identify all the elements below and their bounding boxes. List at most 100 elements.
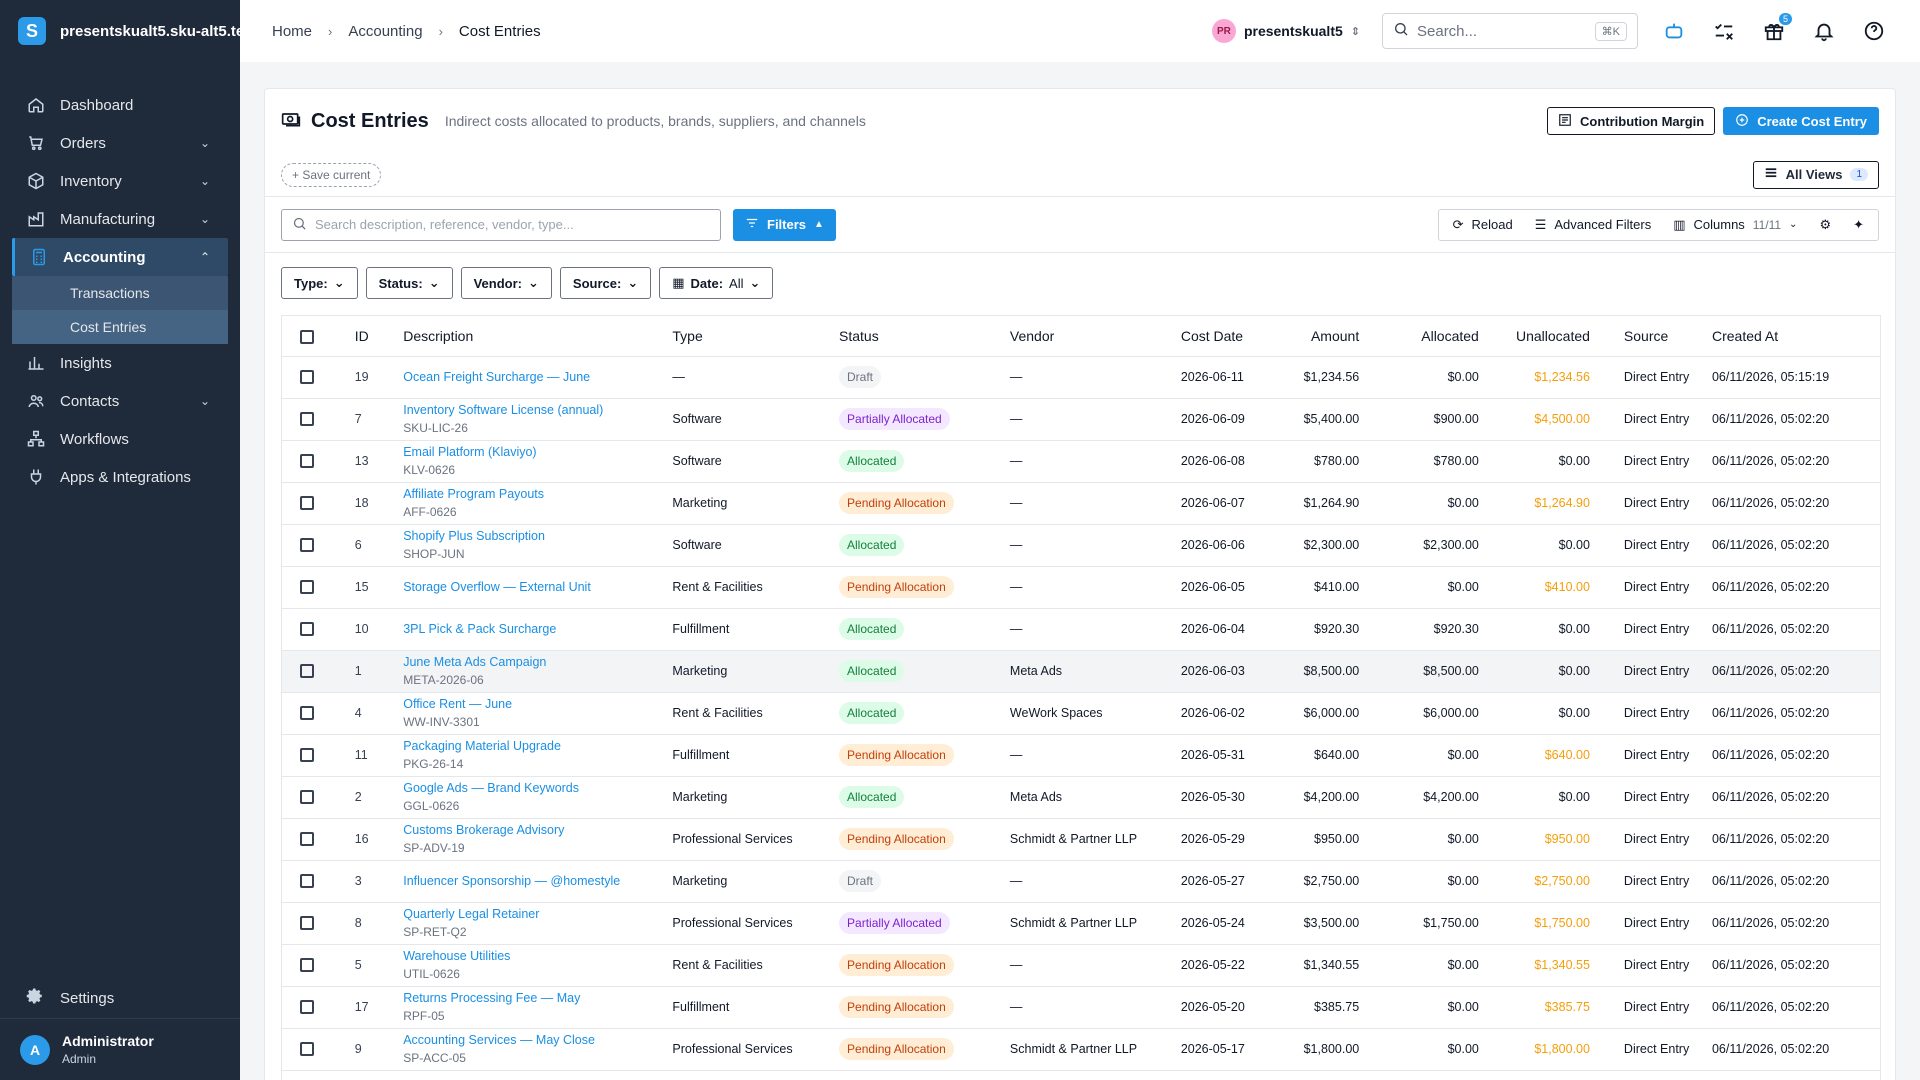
date-filter-chip[interactable]: ▦ Date: All ⌄ [659,267,774,299]
table-row[interactable]: 18 Affiliate Program Payouts AFF-0626 Marke… [282,482,1880,525]
all-views-button[interactable]: All Views 1 [1752,160,1879,189]
col-header-type[interactable]: Type [664,316,832,357]
col-header-created-at[interactable]: Created At [1703,316,1880,357]
eye-icon[interactable]: ◉ [1879,566,1880,609]
row-checkbox[interactable] [300,1042,314,1057]
row-description-link[interactable]: June Meta Ads Campaign [403,655,547,669]
row-description-link[interactable]: Office Rent — June [403,697,513,711]
save-current-button[interactable]: + Save current [281,162,382,187]
col-header-id[interactable]: ID [324,316,396,357]
sidebar-item-insights[interactable]: Insights [0,344,240,382]
type-filter-chip[interactable]: Type: ⌄ [281,267,358,299]
table-row[interactable]: 5 Warehouse Utilities UTIL-0626 Rent & Faci… [282,944,1880,987]
eye-icon[interactable]: ◉ [1879,692,1880,735]
eye-icon[interactable]: ◉ [1879,608,1880,651]
row-description-link[interactable]: Warehouse Utilities [403,949,511,963]
gear-icon[interactable]: ⚙ [1819,216,1832,232]
row-description-link[interactable]: Affiliate Program Payouts [403,487,545,501]
row-checkbox[interactable] [300,832,314,847]
col-header-cost-date[interactable]: Cost Date [1172,316,1287,357]
contribution-margin-button[interactable]: Contribution Margin [1546,107,1716,135]
eye-icon[interactable]: ◉ [1879,986,1880,1029]
gift-icon[interactable]: 5 [1760,13,1792,45]
row-description-link[interactable]: 3PL Pick & Pack Surcharge [403,622,557,636]
table-row[interactable]: 3 Influencer Sponsorship — @homestyle Mark… [282,860,1880,903]
row-description-link[interactable]: Quarterly Legal Retainer [403,907,540,921]
table-row[interactable]: 19 Ocean Freight Surcharge — June — Draft —2… [282,356,1880,399]
table-row[interactable]: 10 3PL Pick & Pack Surcharge Fulfillment Al… [282,608,1880,651]
eye-icon[interactable]: ◉ [1879,524,1880,567]
row-checkbox[interactable] [300,1000,314,1015]
row-checkbox[interactable] [300,622,314,637]
eye-icon[interactable]: ◉ [1879,902,1880,945]
workspace-switcher[interactable]: PR presentskualt5 ⇕ [1211,19,1360,43]
bell-icon[interactable] [1810,17,1838,45]
row-checkbox[interactable] [300,790,314,805]
sidebar-item-inventory[interactable]: Inventory ⌄ [0,162,240,200]
row-checkbox[interactable] [300,580,314,595]
table-row[interactable]: 4 Office Rent — June WW-INV-3301 Rent & Fac… [282,692,1880,735]
table-row[interactable]: 13 Email Platform (Klaviyo) KLV-0626 Softwa… [282,440,1880,483]
row-description-link[interactable]: Storage Overflow — External Unit [403,580,591,594]
row-description-link[interactable]: Influencer Sponsorship — @homestyle [403,874,621,888]
row-checkbox[interactable] [300,706,314,721]
sidebar-item-accounting[interactable]: Accounting ⌃ [12,238,228,276]
row-checkbox[interactable] [300,496,314,511]
sidebar-item-workflows[interactable]: Workflows [0,420,240,458]
help-icon[interactable] [1860,17,1888,45]
eye-icon[interactable]: ◉ [1879,398,1880,441]
col-header-status[interactable]: Status [831,316,1002,357]
col-header-description[interactable]: Description [395,316,665,357]
table-row[interactable]: 1 June Meta Ads Campaign META-2026-06 Marke… [282,650,1880,693]
sidebar-subitem-cost-entries[interactable]: Cost Entries [12,310,228,344]
row-description-link[interactable]: Shopify Plus Subscription [403,529,545,543]
row-description-link[interactable]: Accounting Services — May Close [403,1033,595,1047]
tasks-icon[interactable] [1710,17,1738,45]
sidebar-subitem-transactions[interactable]: Transactions [70,285,150,301]
col-header-amount[interactable]: Amount [1286,316,1368,357]
sidebar-item-dashboard[interactable]: Dashboard [0,86,240,124]
brand[interactable]: S presentskualt5.sku-alt5.test [0,0,240,62]
eye-icon[interactable]: ◉ [1879,1028,1880,1071]
table-row[interactable]: 8 Quarterly Legal Retainer SP-RET-Q2 Profes… [282,902,1880,945]
table-row[interactable]: 2 Google Ads — Brand Keywords GGL-0626 Mark… [282,776,1880,819]
reload-button[interactable]: ⟳ Reload [1453,217,1513,233]
row-checkbox[interactable] [300,748,314,763]
col-header-source[interactable]: Source [1597,316,1704,357]
eye-icon[interactable]: ◉ [1879,650,1880,693]
status-filter-chip[interactable]: Status: ⌄ [365,267,453,299]
table-row[interactable]: 7 Inventory Software License (annual) SKU-… [282,398,1880,441]
col-header-unallocated[interactable]: Unallocated [1486,316,1598,357]
row-checkbox[interactable] [300,958,314,973]
breadcrumb-home[interactable]: Home [272,22,313,40]
row-checkbox[interactable] [300,916,314,931]
row-checkbox[interactable] [300,454,314,469]
table-row[interactable]: 9 Accounting Services — May Close SP-ACC-0… [282,1028,1880,1071]
robot-icon[interactable] [1660,17,1688,45]
eye-icon[interactable]: ◉ [1879,860,1880,903]
col-header-vendor[interactable]: Vendor [1001,316,1173,357]
table-row[interactable]: 15 Storage Overflow — External Unit Rent &… [282,566,1880,609]
row-description-link[interactable]: Google Ads — Brand Keywords [403,781,580,795]
filters-button[interactable]: Filters ▲ [733,208,836,241]
vendor-filter-chip[interactable]: Vendor: ⌄ [460,267,552,299]
sidebar-item-settings[interactable]: Settings [0,978,240,1018]
columns-button[interactable]: ▥ Columns 11/11 ⌄ [1673,217,1797,233]
sidebar-item-apps[interactable]: Apps & Integrations [0,458,240,496]
row-description-link[interactable]: Email Platform (Klaviyo) [403,445,537,459]
user-menu[interactable]: A Administrator Admin [0,1018,240,1080]
sidebar-item-orders[interactable]: Orders ⌄ [0,124,240,162]
row-checkbox[interactable] [300,874,314,889]
row-description-link[interactable]: Returns Processing Fee — May [403,991,581,1005]
sidebar-item-manufacturing[interactable]: Manufacturing ⌄ [0,200,240,238]
sparkle-icon[interactable]: ✦ [1853,216,1864,232]
row-checkbox[interactable] [300,370,314,385]
breadcrumb-accounting[interactable]: Accounting [348,22,423,40]
row-description-link[interactable]: Inventory Software License (annual) [403,403,604,417]
eye-icon[interactable]: ◉ [1879,440,1880,483]
advanced-filters-button[interactable]: ☰ Advanced Filters [1535,217,1651,233]
eye-icon[interactable]: ◉ [1879,356,1880,399]
row-checkbox[interactable] [300,412,314,427]
row-checkbox[interactable] [300,664,314,679]
eye-icon[interactable]: ◉ [1879,776,1880,819]
